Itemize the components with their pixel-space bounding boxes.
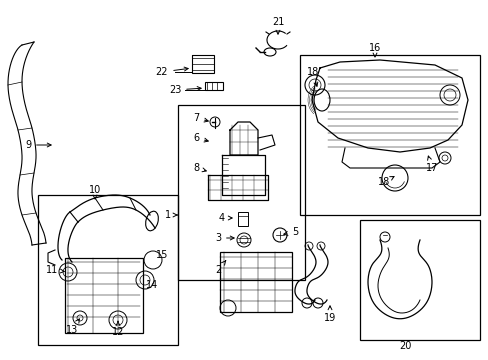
Bar (220, 252, 291, 312)
Bar (38, 195, 178, 345)
Text: 18: 18 (377, 176, 393, 187)
Text: 19: 19 (323, 306, 335, 323)
Bar (192, 55, 214, 73)
Text: 15: 15 (156, 250, 168, 260)
Text: 16: 16 (368, 43, 380, 57)
Text: 4: 4 (219, 213, 232, 223)
Bar (359, 220, 479, 340)
Text: 13: 13 (66, 319, 79, 335)
Text: 11: 11 (46, 265, 64, 275)
Bar (178, 105, 305, 280)
Bar (238, 212, 247, 226)
Text: 10: 10 (89, 185, 101, 199)
Text: 14: 14 (145, 280, 158, 290)
Bar (65, 258, 142, 333)
Text: 2: 2 (214, 261, 225, 275)
Bar (299, 55, 479, 215)
Text: 12: 12 (112, 321, 124, 337)
Text: 23: 23 (168, 85, 201, 95)
Text: 20: 20 (398, 341, 410, 351)
Text: 18: 18 (306, 67, 319, 86)
Text: 8: 8 (193, 163, 206, 173)
Text: 3: 3 (215, 233, 234, 243)
Text: 6: 6 (193, 133, 208, 143)
Text: 22: 22 (156, 67, 188, 77)
Text: 17: 17 (425, 156, 437, 173)
Text: 5: 5 (283, 227, 298, 237)
Bar (204, 82, 223, 90)
Text: 21: 21 (271, 17, 284, 34)
Text: 9: 9 (25, 140, 51, 150)
Text: 1: 1 (164, 210, 177, 220)
Text: 7: 7 (192, 113, 208, 123)
